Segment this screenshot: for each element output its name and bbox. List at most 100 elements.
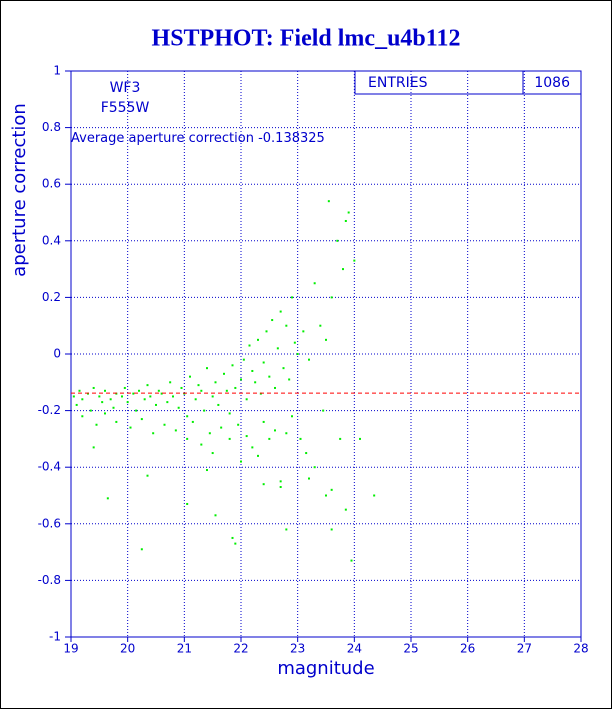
y-tick-label: 0: [53, 347, 61, 361]
point: [211, 452, 214, 455]
point: [180, 386, 183, 389]
point: [257, 454, 259, 457]
point: [325, 494, 327, 497]
point: [220, 426, 223, 429]
point: [344, 219, 347, 222]
point: [98, 395, 101, 398]
point: [305, 452, 308, 455]
point: [186, 502, 189, 505]
point: [191, 420, 194, 423]
x-tick-label: 21: [177, 642, 192, 656]
point: [285, 528, 288, 531]
point: [330, 488, 333, 491]
point: [211, 395, 214, 398]
point: [214, 381, 217, 384]
point: [78, 389, 81, 392]
point: [231, 536, 234, 539]
point: [245, 435, 248, 438]
point: [262, 361, 265, 364]
stats-label: ENTRIES: [368, 75, 428, 91]
point: [174, 429, 177, 432]
point: [206, 367, 208, 370]
point: [104, 412, 106, 415]
x-tick-label: 22: [233, 642, 248, 656]
y-tick-label: -1: [49, 630, 61, 644]
point: [285, 324, 288, 327]
point: [251, 369, 254, 372]
x-tick-label: 24: [347, 642, 362, 656]
y-tick-label: 0.2: [42, 290, 61, 304]
point: [291, 415, 293, 418]
x-tick-label: 26: [460, 642, 475, 656]
point: [89, 409, 92, 412]
point: [104, 389, 106, 392]
point: [146, 474, 149, 477]
point: [223, 372, 225, 375]
point: [200, 443, 203, 446]
annotation: F555W: [101, 100, 150, 116]
point: [347, 211, 350, 214]
point: [234, 386, 237, 389]
point: [322, 409, 325, 412]
y-tick-label: 0.6: [42, 177, 61, 191]
x-tick-label: 23: [290, 642, 305, 656]
point: [299, 437, 302, 440]
point: [92, 386, 95, 389]
point: [242, 358, 245, 361]
point: [308, 358, 310, 361]
annotation: WF3: [110, 80, 141, 96]
point: [262, 483, 265, 486]
point: [152, 432, 155, 435]
y-tick-label: -0.6: [38, 516, 61, 530]
point: [268, 375, 271, 378]
point: [302, 330, 305, 333]
point: [327, 200, 330, 203]
point: [248, 344, 251, 347]
point: [279, 486, 282, 489]
point: [257, 338, 259, 341]
point: [350, 559, 353, 562]
y-tick-label: 1: [53, 64, 61, 78]
point: [228, 437, 231, 440]
point: [81, 415, 84, 418]
point: [271, 319, 274, 322]
point: [132, 392, 135, 395]
y-axis-label: aperture correction: [9, 103, 30, 277]
y-tick-label: -0.8: [38, 573, 61, 587]
point: [95, 423, 98, 426]
point: [344, 508, 347, 511]
plot-frame: [70, 70, 582, 638]
point: [129, 426, 132, 429]
point: [208, 432, 211, 435]
y-tick-label: -0.4: [38, 460, 61, 474]
point: [288, 378, 291, 381]
point: [342, 268, 344, 271]
point: [92, 446, 95, 449]
point: [240, 378, 242, 381]
point: [225, 389, 228, 392]
point: [245, 398, 248, 401]
point: [240, 460, 242, 463]
point: [234, 542, 237, 545]
point: [81, 398, 84, 401]
x-tick-label: 25: [403, 642, 418, 656]
point: [200, 389, 203, 392]
point: [330, 528, 333, 531]
point: [186, 415, 189, 418]
point: [262, 420, 265, 423]
point: [330, 296, 333, 299]
y-tick-label: 0.8: [42, 120, 61, 134]
point: [214, 514, 217, 517]
point: [231, 364, 234, 367]
point: [282, 367, 285, 370]
point: [112, 406, 115, 409]
point: [197, 384, 200, 387]
point: [217, 403, 220, 406]
point: [101, 401, 104, 404]
point: [279, 310, 282, 313]
point: [123, 386, 126, 389]
point: [279, 480, 282, 483]
point: [228, 412, 231, 415]
